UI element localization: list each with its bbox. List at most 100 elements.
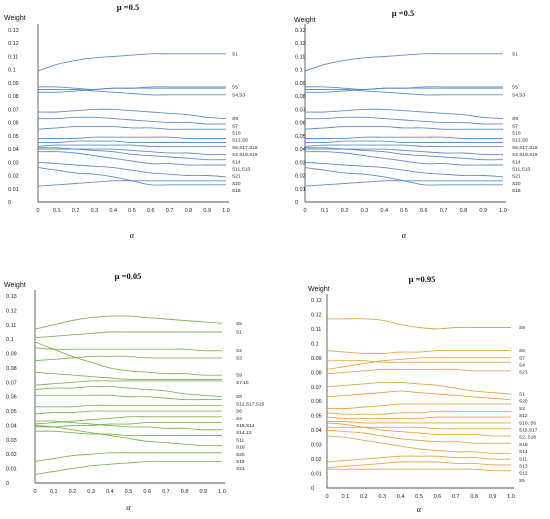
series-line-s12-s8: [305, 136, 503, 140]
x-tick-label: 0.4: [109, 208, 117, 214]
y-tick-label: 0.06: [8, 121, 19, 127]
x-tick-label: 0: [303, 208, 306, 214]
chart-title: μ =0.05: [115, 271, 142, 281]
x-tick-label: 0.6: [420, 208, 428, 214]
series-line-s21: [326, 368, 511, 375]
series-label: S5: [236, 321, 242, 327]
y-tick-label: 0.13: [311, 298, 322, 304]
series-line-s5: [34, 315, 223, 330]
y-tick-label: 0.13: [8, 28, 19, 34]
series-label: S18: [236, 445, 245, 451]
series-line-s5: [327, 468, 512, 472]
series-label: S11: [236, 437, 245, 443]
series-label: S21: [519, 370, 528, 376]
y-axis-label: Weight: [4, 15, 26, 22]
series-line-unlabeled: [304, 167, 503, 186]
series-label: S1: [512, 51, 518, 57]
series-line-s6-s17-s15: [37, 140, 226, 144]
series-label: S5: [232, 84, 238, 90]
series-label: S4,S3: [512, 92, 525, 98]
series-label: S20: [519, 399, 528, 405]
x-tick-label: 0.1: [321, 208, 329, 214]
series-label: S8: [236, 394, 242, 400]
x-tick-label: 0.2: [72, 208, 80, 214]
x-tick-label: 0.6: [147, 208, 155, 214]
series-line-s15-s17: [326, 420, 512, 424]
series-line-s3: [326, 403, 511, 410]
x-tick-label: 0.5: [400, 208, 408, 214]
chart-title: μ =0.5: [117, 2, 139, 12]
series-label: S6,S17,S15: [232, 145, 258, 151]
x-tick-label: 0: [33, 489, 36, 495]
series-label: S2, S18: [519, 435, 536, 441]
series-label: S21: [236, 466, 245, 472]
y-tick-label: 0.06: [311, 399, 322, 405]
series-label: S12: [519, 413, 528, 419]
series-label: S16: [232, 188, 241, 194]
series-label: S8: [519, 348, 525, 354]
series-label: S5: [519, 478, 525, 484]
x-tick-label: 0.8: [470, 494, 478, 500]
series-line-s12: [326, 461, 512, 469]
x-tick-label: 0: [325, 494, 328, 500]
series-label: S1: [519, 392, 525, 398]
y-tick-label: 0.11: [8, 54, 18, 60]
x-tick-label: 1.0: [507, 494, 515, 500]
x-tick-label: 0.2: [360, 494, 368, 500]
x-tick-label: 0.5: [415, 494, 423, 500]
series-line-s12-s8: [38, 136, 226, 140]
y-tick-label: 0.05: [8, 134, 19, 140]
series-line-s1: [326, 381, 512, 395]
series-label: S10, S6: [519, 420, 536, 426]
series-label: S20: [236, 452, 245, 458]
y-tick-label: 0.03: [311, 443, 322, 449]
series-line-unlabeled: [37, 87, 226, 93]
x-tick-label: 0.8: [185, 208, 193, 214]
series-label: S16,S14: [236, 423, 255, 429]
y-tick-label: 0.08: [6, 366, 17, 372]
series-label: S13: [519, 464, 528, 470]
series-label: S19: [519, 442, 528, 448]
y-tick-label: 0.09: [311, 356, 322, 362]
y-tick-label: 0.04: [295, 147, 306, 153]
chart-title: μ =0.95: [409, 274, 436, 284]
series-line-s2-s18: [326, 426, 511, 430]
series-line-s14: [37, 148, 227, 155]
series-label: S20: [232, 181, 241, 187]
series-line-s21: [34, 460, 222, 475]
x-axis-label: α: [126, 502, 131, 512]
x-tick-label: 0.9: [479, 208, 487, 214]
series-line-unlabeled: [304, 87, 503, 93]
series-label: S9: [519, 325, 525, 331]
y-tick-label: 0.01: [311, 472, 322, 478]
y-tick-label: 0.02: [295, 174, 306, 180]
y-tick-label: 0.07: [311, 385, 322, 391]
y-tick-label: 0.11: [295, 54, 305, 60]
x-tick-label: 0.3: [91, 208, 99, 214]
series-label: S9: [236, 373, 242, 379]
x-tick-label: 0.8: [181, 489, 189, 495]
x-tick-label: 0.1: [53, 208, 61, 214]
y-tick-label: 0.12: [311, 312, 322, 318]
series-line-s21: [304, 151, 503, 166]
series-line-s3: [34, 355, 222, 362]
series-label: S4,S3: [232, 92, 245, 98]
series-line-s4-s3: [38, 88, 226, 96]
y-tick-label: 0.13: [295, 28, 306, 34]
x-tick-label: 1.0: [218, 489, 226, 495]
series-line-s6-s17-s15: [304, 140, 503, 144]
series-label: S2: [236, 348, 242, 354]
series-line-s11: [326, 435, 512, 454]
series-line-s9: [34, 341, 223, 376]
series-line-s14: [326, 429, 511, 444]
y-tick-label: 0.01: [8, 187, 19, 193]
series-line-s14: [304, 148, 504, 155]
series-line-s16: [37, 180, 226, 187]
x-tick-label: 0.7: [452, 494, 460, 500]
series-label: S2,S18,S19: [232, 152, 258, 158]
y-tick-label: 0.1: [6, 337, 14, 343]
y-tick-label: 0: [311, 486, 314, 492]
y-tick-label: 0.05: [295, 134, 306, 140]
y-tick-label: 0.04: [6, 423, 17, 429]
y-tick-label: 0.02: [6, 452, 17, 458]
